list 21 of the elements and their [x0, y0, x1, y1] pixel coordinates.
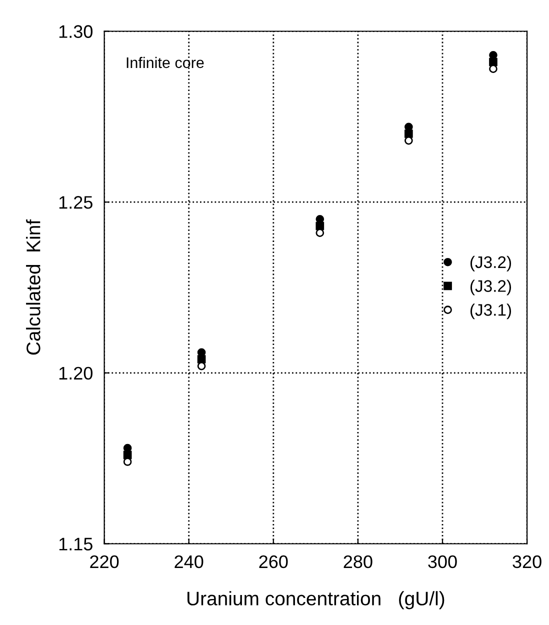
x-tick-label: 260 [259, 555, 288, 568]
annotation: Infinite core [126, 56, 204, 68]
x-axis-title: Uranium concentration (gU/l) [188, 591, 444, 610]
point [123, 450, 132, 460]
y-tick-label: 1.30 [59, 25, 92, 38]
x-tick-label: 320 [512, 555, 542, 568]
point [197, 355, 206, 364]
point [404, 130, 413, 138]
y-tick-label: 1.15 [59, 538, 92, 550]
legend-label: (J3.2) [470, 280, 512, 296]
x-tick-label: 220 [90, 555, 119, 568]
y-tick-label: 1.25 [59, 196, 92, 209]
x-tick-label: 240 [174, 555, 204, 568]
x-tick-label: 300 [428, 555, 457, 568]
legend-label: (J3.1) [470, 304, 512, 320]
x-tick-label: 280 [344, 555, 372, 568]
y-tick-label: 1.20 [59, 366, 92, 380]
legend-label: (J3.2) [470, 256, 512, 272]
y-axis-title: Calculated Kinf [26, 219, 40, 355]
point [489, 58, 498, 66]
point [316, 222, 324, 230]
